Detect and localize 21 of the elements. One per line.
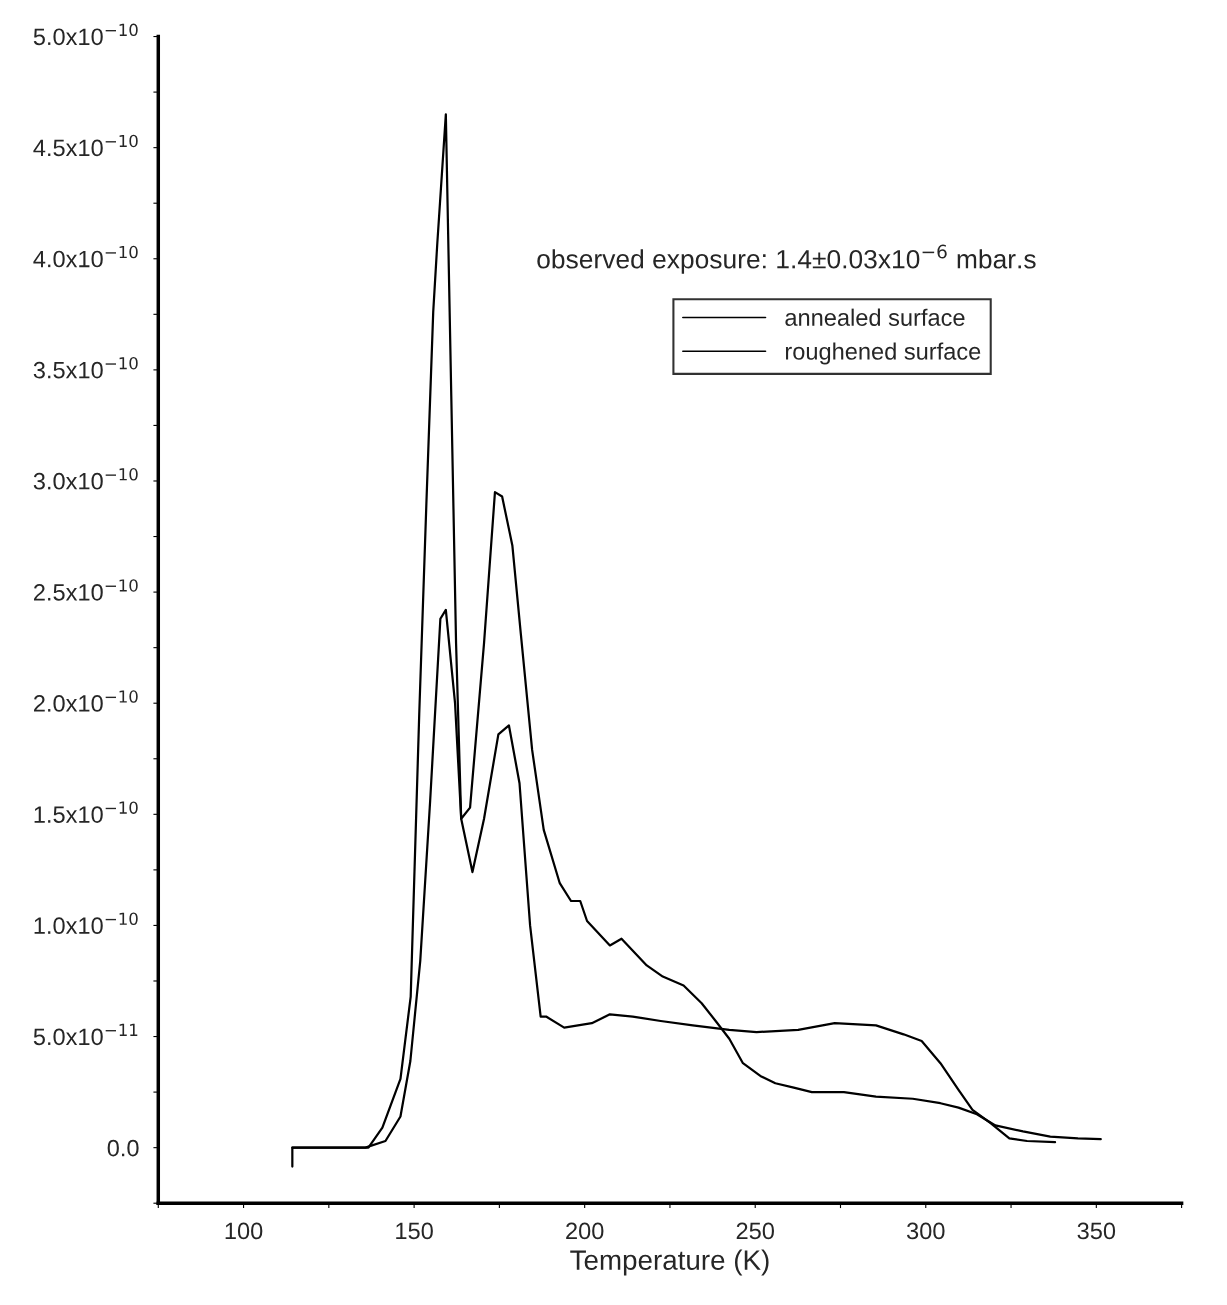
x-tick-label: 350 <box>1077 1222 1116 1240</box>
y-tick-label: 0.0 <box>107 1139 139 1157</box>
y-tick-label: 2.0x10$^{−10}$ <box>34 690 138 712</box>
y-tick-label: 1.0x10$^{−10}$ <box>34 912 138 935</box>
legend-label: roughened surface <box>785 342 981 365</box>
annotation: observed exposure: 1.4±0.03x10$^{−6}$ mbar.s <box>537 244 1036 274</box>
x-tick-label: 250 <box>736 1222 774 1240</box>
x-tick-label: 200 <box>566 1222 604 1240</box>
x-tick-label: 150 <box>396 1222 433 1240</box>
y-tick-label: 5.0x10$^{−11}$ <box>33 1023 138 1046</box>
y-tick-label: 5.0x10$^{−10}$ <box>33 23 138 46</box>
y-tick-label: 4.0x10$^{−10}$ <box>33 245 138 268</box>
x-tick-label: 300 <box>906 1222 945 1240</box>
y-tick-label: 3.0x10$^{−10}$ <box>33 468 138 490</box>
y-tick-label: 1.5x10$^{−10}$ <box>34 801 138 823</box>
y-tick-label: 3.5x10$^{−10}$ <box>33 356 138 379</box>
x-axis-title: Temperature (K) <box>570 1249 769 1276</box>
legend-label: annealed surface <box>785 308 965 326</box>
y-tick-label: 2.5x10$^{−10}$ <box>34 579 138 601</box>
y-tick-label: 4.5x10$^{−10}$ <box>33 134 138 157</box>
x-tick-label: 100 <box>225 1222 263 1240</box>
